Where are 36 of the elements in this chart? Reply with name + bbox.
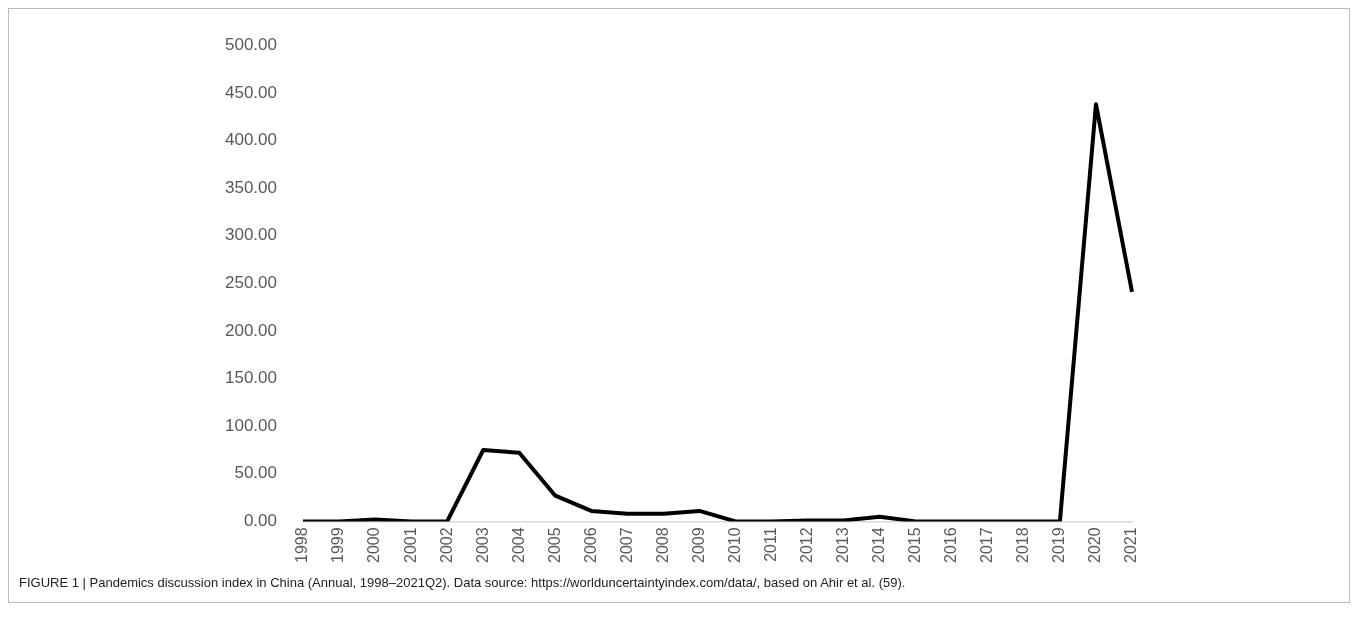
x-tick-label: 2021 (1122, 527, 1140, 563)
x-tick-label: 2011 (761, 527, 779, 562)
x-tick-label: 2008 (653, 527, 671, 563)
x-tick-label: 2001 (401, 527, 419, 563)
x-tick-label: 2004 (509, 527, 527, 563)
y-tick-label: 300.00 (225, 225, 277, 245)
x-tick-label: 2015 (906, 527, 924, 563)
x-tick-label: 2019 (1050, 527, 1068, 563)
y-tick-label: 250.00 (225, 272, 277, 292)
x-tick-label: 1998 (293, 527, 311, 563)
y-tick-label: 500.00 (225, 34, 277, 54)
x-tick-label: 2009 (689, 527, 707, 563)
y-tick-label: 450.00 (225, 82, 277, 102)
x-tick-label: 2017 (978, 527, 996, 563)
y-tick-label: 0.00 (243, 511, 277, 531)
x-tick-label: 2020 (1086, 527, 1104, 563)
x-tick-label: 2016 (942, 527, 960, 563)
x-tick-label: 1999 (329, 527, 347, 563)
x-tick-label: 2006 (581, 527, 599, 563)
x-tick-label: 2003 (473, 527, 491, 563)
x-tick-label: 2012 (798, 527, 816, 563)
y-tick-label: 50.00 (234, 463, 277, 483)
x-tick-label: 2013 (834, 527, 852, 563)
y-tick-label: 150.00 (225, 368, 277, 388)
x-tick-label: 2002 (437, 527, 455, 563)
y-tick-label: 100.00 (225, 415, 277, 435)
x-tick-label: 2005 (545, 527, 563, 563)
y-tick-label: 200.00 (225, 320, 277, 340)
x-tick-label: 2014 (870, 527, 888, 563)
x-tick-label: 2018 (1014, 527, 1032, 563)
x-tick-label: 2007 (617, 527, 635, 563)
caption: FIGURE 1 | Pandemics discussion index in China (Annual, 1998–2021Q2). Data source: https://worlduncertaintyindex.com/data/, based on Ahir et al. (59). (18, 574, 907, 592)
x-tick-label: 2010 (725, 527, 743, 563)
y-tick-label: 350.00 (225, 177, 277, 197)
y-tick-label: 400.00 (225, 130, 277, 150)
x-tick-label: 2000 (365, 527, 383, 563)
